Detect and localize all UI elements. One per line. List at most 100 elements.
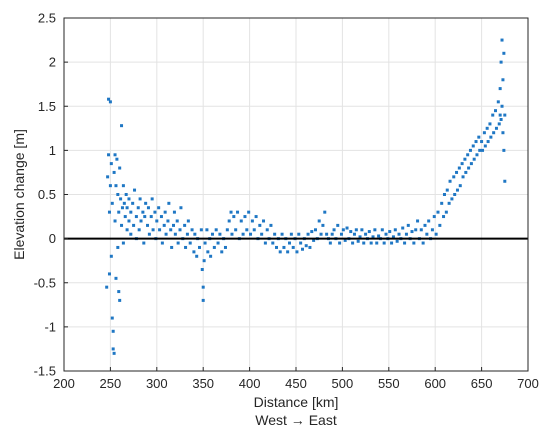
data-point — [159, 215, 163, 219]
data-point — [403, 241, 407, 245]
data-point — [147, 232, 151, 236]
data-point — [349, 230, 353, 234]
data-point — [364, 232, 368, 236]
data-point — [343, 238, 347, 242]
data-point — [289, 232, 293, 236]
data-point — [125, 206, 129, 210]
data-point — [160, 241, 164, 245]
data-point — [301, 247, 304, 251]
data-point — [419, 228, 423, 232]
data-point — [262, 219, 266, 223]
data-points — [105, 38, 507, 355]
data-point — [499, 60, 503, 64]
data-point — [107, 153, 111, 157]
data-point — [134, 215, 138, 219]
data-point — [499, 117, 503, 121]
x-axis-direction-label: West → East — [255, 412, 337, 428]
data-point — [120, 206, 124, 210]
data-point — [172, 223, 175, 227]
data-point — [179, 206, 183, 210]
data-point — [390, 241, 394, 245]
data-point — [489, 135, 493, 139]
data-point — [388, 230, 392, 234]
data-point — [317, 219, 321, 223]
data-point — [116, 245, 120, 249]
data-point — [139, 219, 143, 223]
data-point — [425, 232, 429, 236]
data-point — [412, 241, 416, 245]
data-point — [330, 232, 334, 236]
data-point — [503, 113, 507, 117]
data-point — [106, 175, 110, 179]
data-point — [336, 223, 340, 227]
x-tick-label: 400 — [239, 376, 261, 391]
data-point — [452, 175, 456, 179]
data-point — [502, 51, 506, 55]
data-point — [421, 241, 425, 245]
data-point — [351, 241, 355, 245]
data-point — [184, 245, 188, 249]
data-point — [254, 215, 258, 219]
data-point — [450, 197, 454, 201]
grid — [63, 17, 529, 372]
data-point — [438, 223, 442, 227]
y-tick-label: -1.5 — [34, 364, 56, 379]
data-point — [223, 245, 227, 249]
data-point — [312, 238, 316, 242]
data-point — [380, 228, 384, 232]
x-axis-label: Distance [km] — [254, 394, 339, 410]
data-point — [367, 230, 371, 234]
data-point — [472, 157, 476, 161]
data-point — [201, 298, 205, 302]
data-point — [461, 175, 465, 179]
data-point — [220, 250, 224, 254]
data-point — [173, 232, 177, 236]
data-point — [458, 184, 462, 188]
data-point — [210, 232, 214, 236]
data-point — [143, 215, 147, 219]
data-point — [475, 153, 479, 157]
data-point — [397, 232, 401, 236]
data-point — [166, 219, 170, 223]
data-point — [149, 215, 153, 219]
data-point — [247, 210, 251, 214]
x-tick-label: 350 — [192, 376, 214, 391]
data-point — [111, 329, 115, 333]
y-tick-label: 2.5 — [38, 11, 56, 26]
data-point — [258, 223, 262, 227]
data-point — [146, 223, 150, 227]
data-point — [500, 38, 504, 42]
data-point — [436, 210, 440, 214]
data-point — [354, 228, 358, 232]
data-point — [239, 219, 243, 223]
data-point — [218, 232, 222, 236]
data-point — [395, 239, 399, 243]
data-point — [209, 254, 213, 258]
data-point — [442, 215, 446, 219]
data-point — [447, 201, 451, 205]
data-point — [195, 254, 199, 258]
data-point — [391, 235, 395, 239]
data-point — [339, 232, 343, 236]
data-point — [113, 153, 117, 157]
data-point — [144, 201, 148, 205]
data-point — [178, 228, 182, 232]
y-tick-label: 0.5 — [38, 187, 56, 202]
data-point — [176, 241, 180, 245]
data-point — [185, 232, 189, 236]
data-point — [299, 241, 303, 245]
data-point — [373, 228, 377, 232]
data-point — [113, 219, 117, 223]
data-point — [117, 210, 121, 214]
data-point — [321, 223, 325, 227]
data-point — [199, 228, 203, 232]
data-point — [138, 197, 142, 201]
data-point — [474, 140, 478, 144]
data-point — [167, 201, 171, 205]
data-point — [463, 157, 467, 161]
data-point — [164, 232, 168, 236]
data-point — [141, 210, 145, 214]
data-point — [151, 228, 155, 232]
data-point — [225, 228, 229, 232]
data-point — [502, 148, 506, 152]
